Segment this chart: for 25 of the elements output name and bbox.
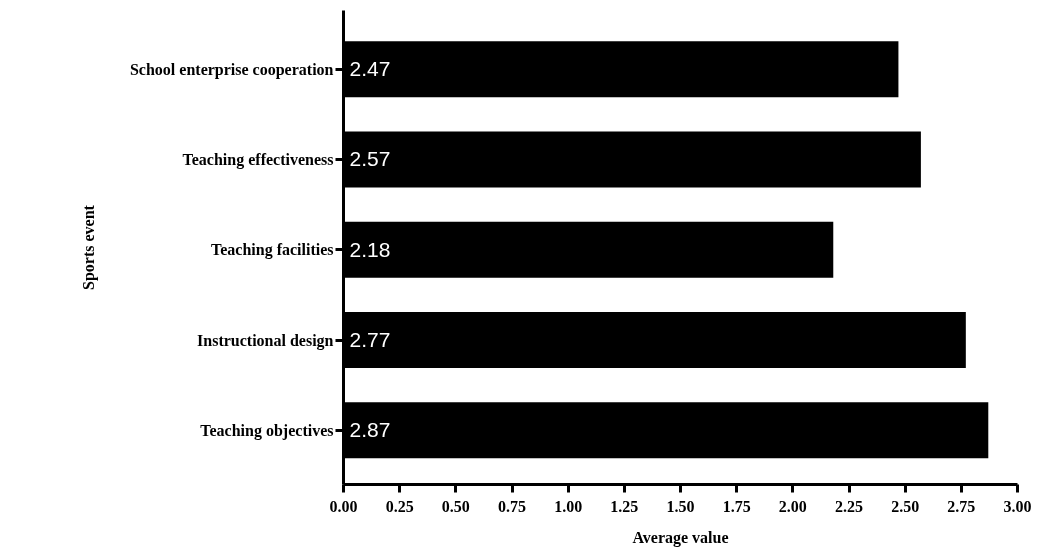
- y-tick-label: Instructional design: [197, 331, 334, 350]
- x-tick-label: 3.00: [1003, 497, 1032, 515]
- x-tick-label: 1.25: [610, 497, 639, 515]
- y-tick-label: School enterprise cooperation: [129, 60, 334, 79]
- x-tick-label: 1.00: [554, 497, 583, 515]
- x-tick-label: 2.75: [947, 497, 976, 515]
- x-tick-label: 2.25: [835, 497, 863, 515]
- x-tick-label: 1.75: [722, 497, 751, 515]
- x-tick-label: 0.25: [385, 497, 414, 515]
- y-tick-label: Teaching objectives: [200, 421, 334, 440]
- data-label: 2.18: [349, 237, 391, 261]
- x-tick-label: 0.50: [441, 497, 470, 515]
- data-label: 2.87: [349, 418, 391, 442]
- data-label: 2.47: [349, 57, 391, 81]
- data-label: 2.57: [349, 147, 391, 171]
- y-axis-title: Sports event: [79, 204, 98, 290]
- x-axis-title: Average value: [632, 528, 729, 547]
- x-tick-label: 0.75: [498, 497, 526, 515]
- x-tick-label: 2.50: [891, 497, 920, 515]
- y-tick-label: Teaching effectiveness: [182, 150, 334, 169]
- x-tick-label: 2.00: [778, 497, 807, 515]
- x-tick-label: 0.00: [329, 497, 358, 515]
- data-label: 2.77: [349, 328, 391, 352]
- x-tick-label: 1.50: [666, 497, 695, 515]
- y-tick-label: Teaching facilities: [210, 241, 334, 260]
